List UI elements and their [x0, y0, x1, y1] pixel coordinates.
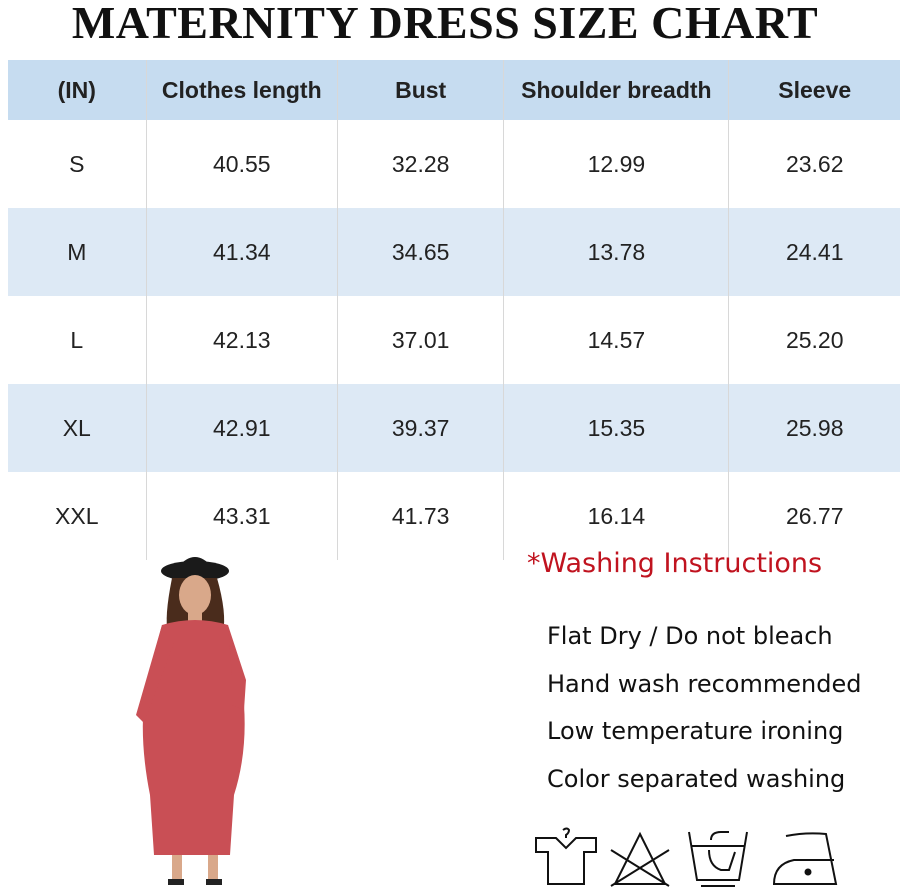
washing-item: Hand wash recommended: [547, 670, 862, 698]
cell: 25.98: [728, 384, 900, 472]
table-row: XL 42.91 39.37 15.35 25.98: [8, 384, 900, 472]
cell: 12.99: [503, 120, 729, 208]
cell: 42.13: [145, 296, 338, 384]
header-cell: Shoulder breadth: [503, 60, 729, 120]
cell: XL: [8, 384, 147, 472]
header-cell: Sleeve: [728, 60, 900, 120]
cell: 39.37: [336, 384, 504, 472]
cell: L: [70, 326, 84, 353]
table-row: L 42.13 37.01 14.57 25.20: [8, 296, 900, 384]
cell: 24.41: [728, 208, 900, 296]
low-temperature-iron-icon: [772, 832, 838, 885]
size-chart-table: (IN) Clothes length Bust Shoulder breadt…: [8, 60, 900, 560]
cell: 15.35: [503, 384, 729, 472]
do-not-bleach-icon: [610, 831, 670, 887]
cell: 25.20: [728, 296, 900, 384]
cell: XXL: [55, 502, 99, 529]
cell: 13.78: [503, 208, 729, 296]
cell: S: [69, 150, 85, 177]
washing-item: Color separated washing: [547, 765, 846, 793]
cell: 23.62: [728, 120, 900, 208]
cell: M: [8, 208, 147, 296]
cell: 14.57: [503, 296, 729, 384]
header-cell: Bust: [336, 60, 504, 120]
table-row: M 41.34 34.65 13.78 24.41: [8, 208, 900, 296]
header-cell: (IN): [8, 60, 147, 120]
table-row: XXL 43.31 41.73 16.14 26.77: [8, 472, 900, 560]
cell: 43.31: [145, 472, 338, 560]
cell: 16.14: [503, 472, 729, 560]
model-photo: [136, 557, 246, 885]
cell: 40.55: [145, 120, 338, 208]
cell: 26.77: [728, 472, 900, 560]
cell: 37.01: [336, 296, 504, 384]
hand-wash-icon: [688, 831, 748, 887]
header-cell: Clothes length: [145, 60, 338, 120]
flat-dry-icon: [535, 827, 597, 885]
cell: 32.28: [336, 120, 504, 208]
table-header-row: (IN) Clothes length Bust Shoulder breadt…: [8, 60, 900, 120]
washing-instructions-title: *Washing Instructions: [527, 548, 823, 579]
washing-item: Flat Dry / Do not bleach: [547, 622, 833, 650]
table-row: S 40.55 32.28 12.99 23.62: [8, 120, 900, 208]
page-title: MATERNITY DRESS SIZE CHART: [71, 0, 819, 48]
cell: 41.34: [145, 208, 338, 296]
cell: 34.65: [336, 208, 504, 296]
washing-item: Low temperature ironing: [547, 717, 844, 745]
cell: 41.73: [336, 472, 504, 560]
cell: 42.91: [145, 384, 338, 472]
